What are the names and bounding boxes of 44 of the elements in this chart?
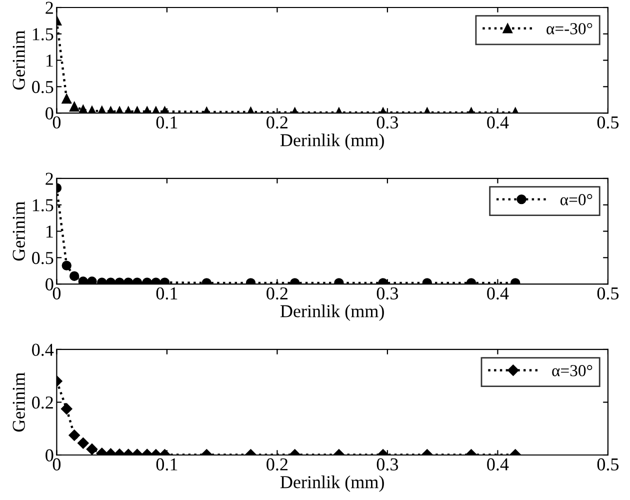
x-tick-label: 0.4	[487, 458, 509, 471]
x-tick-label: 0.1	[156, 287, 178, 300]
point	[87, 276, 97, 284]
y-tick-label: 1.5	[32, 28, 54, 40]
y-tick-label: 0.2	[32, 396, 53, 409]
x-tick-label: 0.5	[597, 116, 619, 129]
x-tick-label: 0.2	[266, 458, 288, 471]
y-axis-title: Gerinim	[12, 30, 25, 90]
x-axis-title: Derinlik (mm)	[280, 304, 384, 321]
x-axis-title: Derinlik (mm)	[280, 476, 384, 492]
y-tick-label: 0	[46, 107, 54, 120]
point	[62, 260, 72, 270]
point	[62, 94, 72, 104]
y-tick-label: 2	[46, 2, 53, 14]
x-tick-label: 0.4	[487, 287, 509, 300]
x-tick-label: 0.3	[376, 287, 398, 300]
y-tick-label: 2	[46, 172, 53, 185]
point	[69, 102, 80, 112]
legend-label: α=30°	[552, 365, 592, 376]
point	[78, 276, 88, 284]
y-tick-label: 1.5	[32, 199, 54, 212]
y-tick-label: 0.5	[32, 80, 54, 94]
y-tick-label: 0.4	[32, 344, 54, 356]
x-tick-label: 0.5	[597, 458, 619, 471]
x-tick-label: 0.5	[597, 287, 619, 300]
y-axis-title: Gerinim	[12, 372, 25, 432]
x-tick-label: 0.4	[487, 116, 509, 129]
y-tick-label: 1	[46, 226, 53, 238]
y-tick-label: 0	[46, 278, 54, 290]
x-tick-label: 0.3	[376, 116, 398, 129]
x-tick-label: 0.2	[266, 116, 288, 129]
point	[69, 271, 80, 281]
y-tick-label: 0	[46, 449, 54, 462]
legend-label: α=-30°	[546, 23, 592, 34]
point	[61, 403, 72, 414]
x-tick-label: 0.2	[266, 287, 288, 300]
y-tick-label: 0.5	[32, 252, 54, 264]
y-tick-label: 1	[46, 54, 53, 67]
y-axis-title: Gerinim	[12, 201, 25, 261]
x-tick-label: 0.3	[376, 458, 398, 471]
legend-label: α=0°	[560, 194, 592, 206]
x-tick-label: 0.1	[156, 458, 178, 471]
x-axis-title: Derinlik (mm)	[280, 134, 384, 150]
x-tick-label: 0.1	[156, 116, 178, 129]
